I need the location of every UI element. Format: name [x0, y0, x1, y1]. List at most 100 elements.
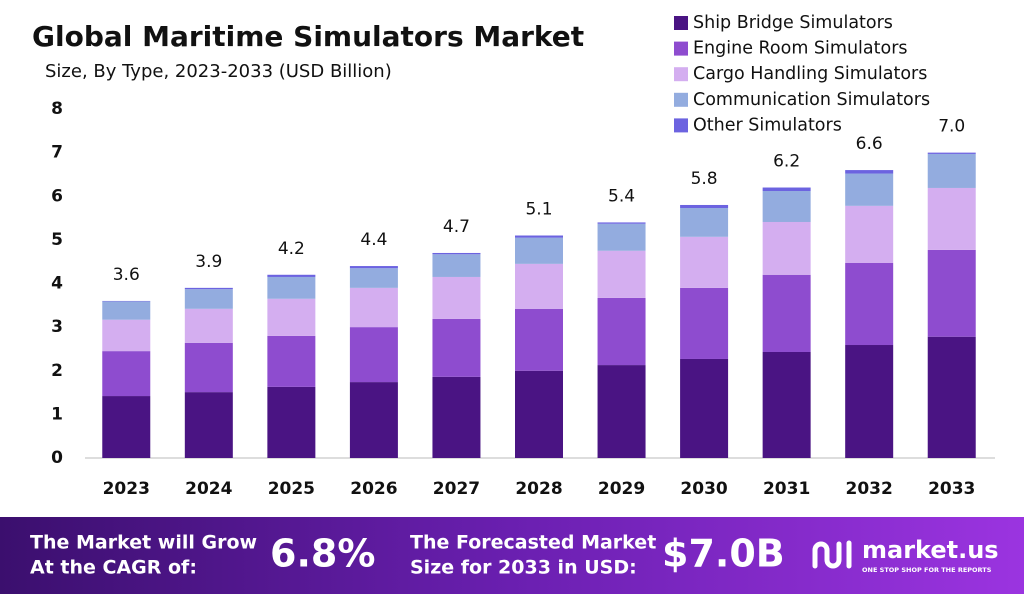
y-tick-label: 1: [51, 404, 63, 424]
bar-segment: [267, 298, 316, 336]
bar-segment: [515, 235, 563, 238]
legend-label: Other Simulators: [693, 115, 842, 135]
bar-segment: [184, 392, 233, 458]
bar-segment: [927, 153, 976, 188]
bar-segment: [515, 237, 563, 264]
footer-text: Size for 2033 in USD:: [410, 557, 637, 579]
legend-swatch: [674, 118, 688, 133]
y-tick-label: 0: [51, 448, 63, 468]
total-label: 6.6: [856, 134, 883, 154]
x-tick-label: 2029: [598, 479, 645, 499]
bar-segment: [102, 396, 151, 458]
bar-segment: [762, 191, 811, 222]
bar-segment: [597, 365, 646, 458]
bar-segment: [102, 319, 151, 352]
bar-segment: [927, 336, 976, 458]
chart-title: Global Maritime Simulators Market: [32, 20, 584, 53]
bar-segment: [927, 187, 976, 250]
total-label: 5.1: [525, 200, 552, 220]
bar-segment: [184, 287, 233, 290]
bar-segment: [845, 262, 894, 346]
x-tick-label: 2026: [350, 479, 397, 499]
bar-segment: [762, 187, 811, 192]
bar-segment: [680, 358, 729, 458]
bar-segment: [845, 205, 894, 263]
bar-segment: [349, 287, 398, 328]
y-tick-label: 4: [51, 274, 63, 294]
bar-segment: [597, 223, 646, 251]
total-label: 7.0: [938, 117, 965, 137]
bar-segment: [267, 386, 316, 458]
legend-swatch: [674, 92, 688, 107]
total-label: 3.9: [195, 252, 222, 272]
total-label: 5.8: [691, 169, 718, 189]
legend-swatch: [674, 16, 688, 30]
footer-banner: [0, 517, 1024, 594]
total-label: 3.6: [113, 265, 140, 285]
x-tick-label: 2032: [846, 479, 893, 499]
footer-text: At the CAGR of:: [30, 557, 197, 579]
brand-name: market.us: [862, 536, 999, 564]
bar-segment: [184, 308, 233, 343]
legend-swatch: [674, 67, 688, 82]
x-tick-label: 2025: [268, 479, 315, 499]
total-label: 4.2: [278, 239, 305, 259]
bar-segment: [267, 274, 316, 277]
bar-segment: [267, 335, 316, 387]
y-tick-label: 3: [51, 317, 63, 337]
total-label: 5.4: [608, 186, 635, 206]
brand-logo: [812, 540, 852, 569]
bar-segment: [597, 250, 646, 298]
bar-segment: [432, 276, 481, 319]
y-tick-label: 8: [51, 99, 63, 119]
bar-segment: [680, 208, 729, 237]
legend-label: Communication Simulators: [693, 90, 930, 110]
bar-segment: [349, 268, 398, 288]
bar-segment: [432, 252, 481, 255]
bar-segment: [515, 308, 563, 371]
legend-swatch: [674, 41, 688, 56]
bar-segment: [680, 287, 729, 359]
footer-value: 6.8%: [270, 532, 375, 576]
y-tick-label: 5: [51, 230, 63, 250]
total-label: 4.4: [360, 230, 387, 250]
footer-text: The Market will Grow: [30, 532, 257, 554]
bar-segment: [597, 222, 646, 224]
x-tick-label: 2023: [103, 479, 150, 499]
y-tick-label: 7: [51, 143, 63, 163]
total-label: 4.7: [443, 217, 470, 237]
bar-segment: [927, 152, 976, 154]
x-tick-label: 2031: [763, 479, 810, 499]
bar-segment: [349, 266, 398, 269]
brand-tagline: ONE STOP SHOP FOR THE REPORTS: [862, 566, 992, 574]
y-tick-label: 2: [51, 361, 63, 381]
bar-segment: [102, 301, 151, 320]
bar-segment: [184, 342, 233, 393]
footer-value: $7.0B: [662, 532, 785, 576]
bar-segment: [267, 276, 316, 299]
x-tick-label: 2033: [928, 479, 975, 499]
bar-segment: [432, 376, 481, 458]
bar-segment: [597, 297, 646, 366]
x-tick-label: 2028: [515, 479, 562, 499]
legend-label: Cargo Handling Simulators: [693, 64, 927, 84]
bar-segment: [349, 382, 398, 458]
bar-segment: [680, 204, 729, 209]
bar-segment: [762, 274, 811, 352]
bar-segment: [845, 173, 894, 206]
y-tick-label: 6: [51, 186, 63, 206]
footer-text: The Forecasted Market: [410, 532, 656, 554]
bar-segment: [432, 254, 481, 277]
bar-segment: [845, 170, 894, 174]
x-tick-label: 2030: [680, 479, 727, 499]
legend-label: Engine Room Simulators: [693, 39, 908, 59]
legend-label: Ship Bridge Simulators: [693, 13, 893, 33]
x-tick-label: 2027: [433, 479, 480, 499]
bar-segment: [515, 370, 563, 458]
total-label: 6.2: [773, 152, 800, 172]
bar-segment: [845, 345, 894, 458]
x-tick-label: 2024: [185, 479, 232, 499]
bar-segment: [680, 236, 729, 288]
bar-segment: [349, 327, 398, 383]
